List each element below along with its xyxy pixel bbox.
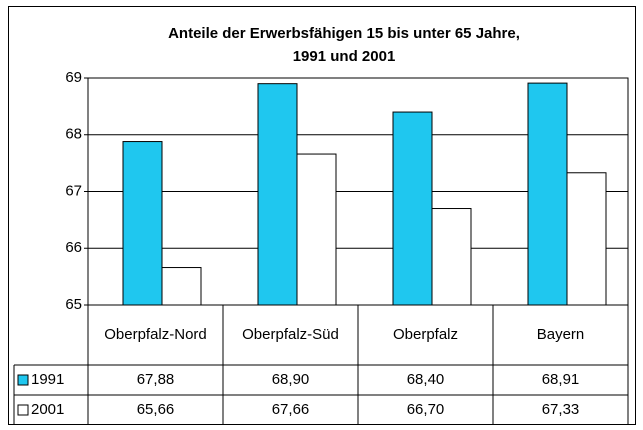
table-value: 68,40: [407, 371, 445, 388]
bar: [392, 111, 433, 306]
y-tick-label: 65: [65, 296, 82, 313]
y-tick-label: 67: [65, 182, 82, 199]
bar: [257, 83, 298, 306]
table-value: 65,66: [137, 401, 175, 418]
y-tick-label: 66: [65, 239, 82, 256]
bar: [161, 267, 202, 306]
chart-subtitle: 1991 und 2001: [293, 48, 396, 65]
table-value: 66,70: [407, 401, 445, 418]
y-tick-label: 68: [65, 126, 82, 143]
x-tick-label: Oberpfalz-Nord: [104, 326, 207, 343]
y-tick-label: 69: [65, 69, 82, 86]
bar: [566, 172, 607, 306]
chart-title: Anteile der Erwerbsfähigen 15 bis unter …: [168, 25, 520, 42]
legend-label: 1991: [31, 371, 64, 388]
x-tick-label: Oberpfalz-Süd: [242, 326, 339, 343]
bar: [296, 153, 337, 306]
bar: [527, 82, 568, 306]
legend-swatch: [17, 374, 29, 386]
legend-swatch: [17, 404, 29, 416]
x-tick-label: Oberpfalz: [393, 326, 458, 343]
bar: [122, 141, 163, 306]
legend-label: 2001: [31, 401, 64, 418]
table-value: 67,33: [542, 401, 580, 418]
x-tick-label: Bayern: [537, 326, 585, 343]
table-value: 68,90: [272, 371, 310, 388]
table-value: 68,91: [542, 371, 580, 388]
table-value: 67,66: [272, 401, 310, 418]
bar: [431, 208, 472, 306]
table-value: 67,88: [137, 371, 175, 388]
